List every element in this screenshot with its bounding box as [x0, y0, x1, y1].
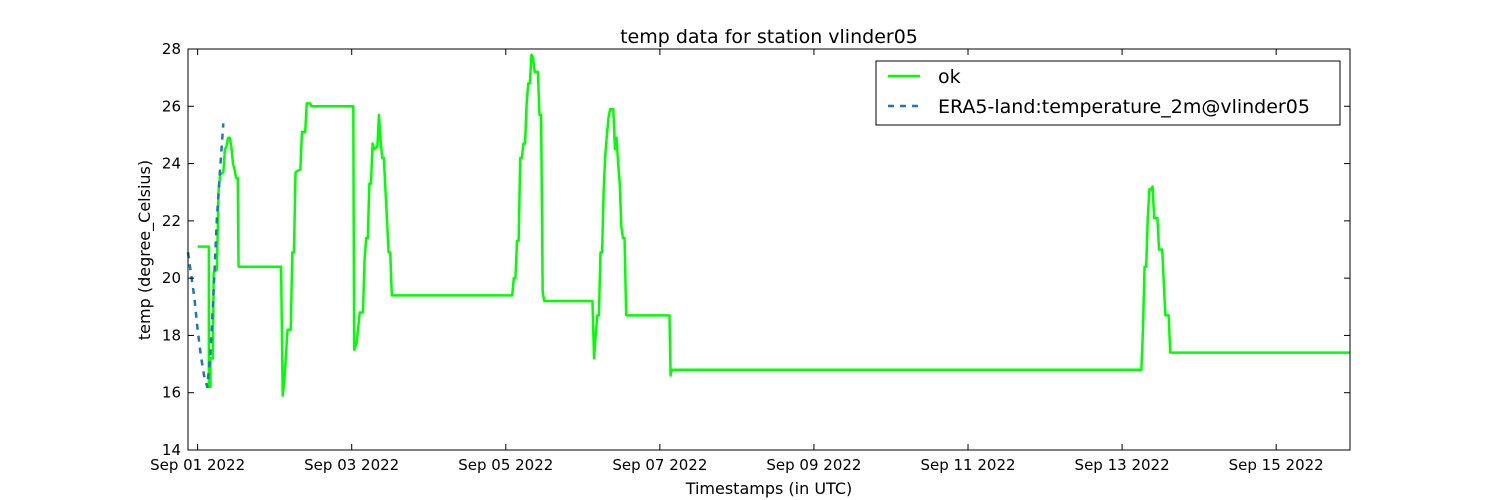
x-tick-label: Sep 09 2022 — [766, 456, 861, 474]
x-axis: Sep 01 2022 Sep 03 2022 Sep 05 2022 Sep 07 … — [150, 49, 1324, 474]
series-ok-line — [197, 53, 1350, 397]
y-tick-label: 14 — [162, 441, 181, 459]
y-tick-label: 22 — [162, 212, 181, 230]
legend-label-era5: ERA5-land:temperature_2m@vlinder05 — [938, 96, 1310, 118]
x-axis-label: Timestamps (in UTC) — [685, 479, 853, 498]
y-tick-label: 18 — [162, 326, 181, 344]
x-tick-label: Sep 13 2022 — [1075, 456, 1170, 474]
x-tick-label: Sep 05 2022 — [458, 456, 553, 474]
x-tick-label: Sep 15 2022 — [1229, 456, 1324, 474]
x-tick-label: Sep 11 2022 — [920, 456, 1015, 474]
y-tick-label: 16 — [162, 384, 181, 402]
y-axis-label: temp (degree_Celsius) — [135, 160, 155, 340]
chart-title: temp data for station vlinder05 — [620, 26, 918, 48]
legend: ok ERA5-land:temperature_2m@vlinder05 — [875, 60, 1341, 126]
series-era5-line — [186, 123, 225, 389]
y-axis: 14 16 18 20 22 24 26 28 — [162, 40, 1350, 459]
x-tick-label: Sep 03 2022 — [304, 456, 399, 474]
y-tick-label: 24 — [162, 155, 181, 173]
plot-frame — [187, 48, 1351, 451]
y-tick-label: 20 — [162, 269, 181, 287]
legend-box — [875, 60, 1341, 126]
y-tick-label: 28 — [162, 40, 181, 58]
plot-lines — [186, 53, 1350, 397]
x-tick-label: Sep 01 2022 — [150, 456, 245, 474]
y-tick-label: 26 — [162, 97, 181, 115]
legend-label-ok: ok — [938, 66, 961, 88]
x-tick-label: Sep 07 2022 — [612, 456, 707, 474]
